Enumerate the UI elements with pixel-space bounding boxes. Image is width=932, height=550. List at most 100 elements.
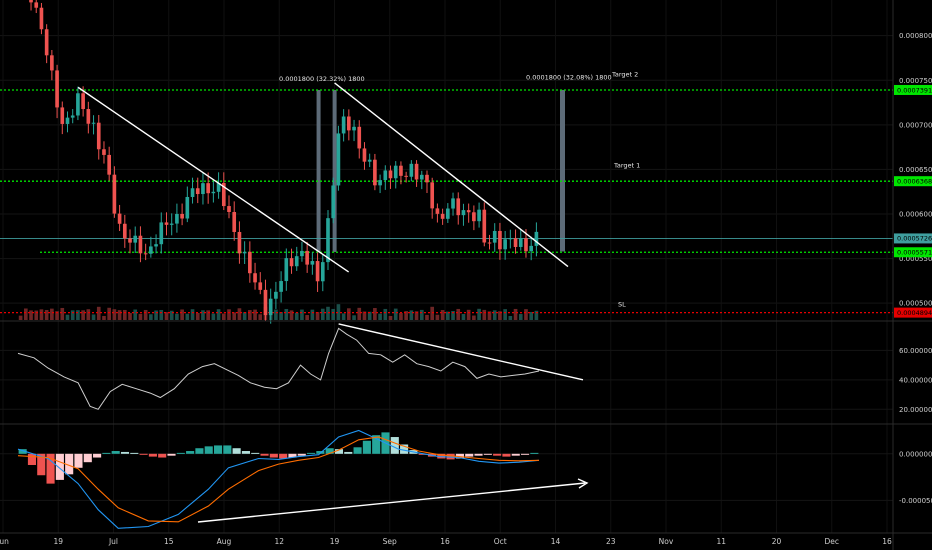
volume-bar: [524, 309, 528, 320]
macd-histogram-bar: [223, 445, 232, 454]
trendlines[interactable]: [77, 82, 589, 523]
volume-bar: [195, 312, 200, 320]
volume-bar: [310, 309, 315, 320]
volume-bar: [336, 304, 341, 320]
macd-histogram-bar: [344, 451, 353, 454]
candle-body: [232, 212, 237, 232]
volume-bar: [378, 313, 382, 320]
macd-histogram-bar: [288, 453, 297, 458]
volume-bar: [419, 309, 424, 320]
level-badge: [894, 247, 932, 258]
volume-bar: [331, 308, 336, 320]
volume-bar: [55, 311, 59, 320]
candle-body: [289, 258, 294, 267]
candle-body: [419, 174, 424, 180]
macd-histogram-bar: [55, 453, 64, 480]
candle-body: [409, 163, 414, 177]
volume-bar: [357, 307, 362, 320]
annotations: Target 2 Target 1 SL 0.0001800 (32.32%) 180…: [279, 71, 640, 309]
measure-bar-right[interactable]: [560, 89, 565, 252]
macd-histogram-bar: [241, 451, 250, 454]
macd-trendline-arrowhead: [577, 478, 589, 489]
macd-histogram-bar: [232, 448, 241, 454]
volume-bar: [492, 310, 497, 320]
candle-body: [185, 196, 190, 219]
volume-bar: [221, 313, 226, 320]
volume-bar: [534, 310, 539, 320]
time-tick-label: 15: [164, 537, 174, 546]
candle-body: [284, 258, 289, 282]
trendline-1[interactable]: [77, 86, 350, 273]
candle-body: [39, 7, 44, 30]
volume-bar: [508, 316, 513, 320]
macd-histogram-bar: [530, 452, 539, 454]
horizontal-levels[interactable]: [0, 89, 893, 314]
volume-bar: [211, 313, 216, 320]
candle-body: [362, 148, 367, 162]
macd-histogram-bar: [83, 453, 92, 463]
volume-bar: [44, 309, 49, 320]
macd-trendline[interactable]: [197, 482, 586, 523]
volume-bar: [232, 312, 237, 320]
candle-body: [237, 231, 242, 254]
time-tick-label: Jun: [0, 537, 9, 546]
time-tick-label: Jul: [108, 537, 118, 546]
volume-bar: [425, 314, 429, 320]
time-axis[interactable]: Jun 19 Jul 15 Aug 12 19 Sep 16 Oct 14 23 Nov 11 20 Dec 1…: [0, 537, 892, 546]
volume-bar: [107, 307, 111, 320]
candle-body: [117, 213, 122, 224]
volume-bar: [180, 309, 184, 320]
volume-bar: [258, 314, 263, 320]
candle-body: [65, 117, 70, 124]
volume-bar: [39, 309, 44, 320]
macd-histogram-bar: [437, 453, 446, 459]
macd-histogram-bar: [493, 453, 502, 456]
volume-bar: [440, 310, 445, 320]
volume-bar: [409, 310, 414, 320]
macd-histogram-bar: [65, 453, 74, 475]
candle-body: [211, 191, 216, 194]
volume-bar: [393, 308, 398, 320]
candle-body: [227, 206, 231, 213]
candle-body: [102, 149, 106, 155]
candle-body: [221, 182, 226, 207]
measure-bar-left[interactable]: [316, 89, 321, 252]
level-badge: [894, 84, 932, 95]
candle-body: [378, 180, 382, 186]
candle-body: [435, 208, 440, 214]
macd-histogram-bar: [465, 453, 474, 457]
volume-bar: [216, 309, 221, 320]
oscillator-trendline[interactable]: [338, 323, 584, 381]
measure-tools[interactable]: [316, 89, 565, 252]
volume-bar: [362, 311, 367, 320]
macd-histogram-bar: [102, 452, 111, 454]
measure-left-label: 0.0001800 (32.32%) 1800: [279, 75, 365, 83]
candle-body: [164, 222, 169, 225]
volume-bar: [503, 309, 507, 320]
volume-bar: [248, 310, 252, 320]
volume-bar: [96, 306, 101, 320]
macd-histogram-bar: [37, 453, 46, 476]
volume-bar: [253, 309, 257, 320]
volume-bar: [305, 315, 309, 320]
candle-body: [274, 291, 278, 299]
level-badge: [894, 176, 932, 187]
volume-bar: [279, 312, 283, 320]
oscillator-line: [17, 327, 540, 410]
macd-histogram-bar: [204, 446, 213, 454]
trendline-2[interactable]: [334, 82, 569, 268]
volume-bar: [284, 308, 289, 320]
volume-bar: [76, 310, 80, 320]
candle-body: [503, 239, 507, 250]
time-tick-label: 16: [882, 537, 892, 546]
candle-body: [451, 198, 455, 209]
candle-body: [34, 2, 39, 8]
candle-body: [347, 116, 351, 131]
volume-bar: [201, 310, 205, 320]
candle-body: [315, 261, 320, 282]
measure-bar-left-2[interactable]: [332, 89, 337, 252]
volume-bar: [341, 313, 346, 320]
